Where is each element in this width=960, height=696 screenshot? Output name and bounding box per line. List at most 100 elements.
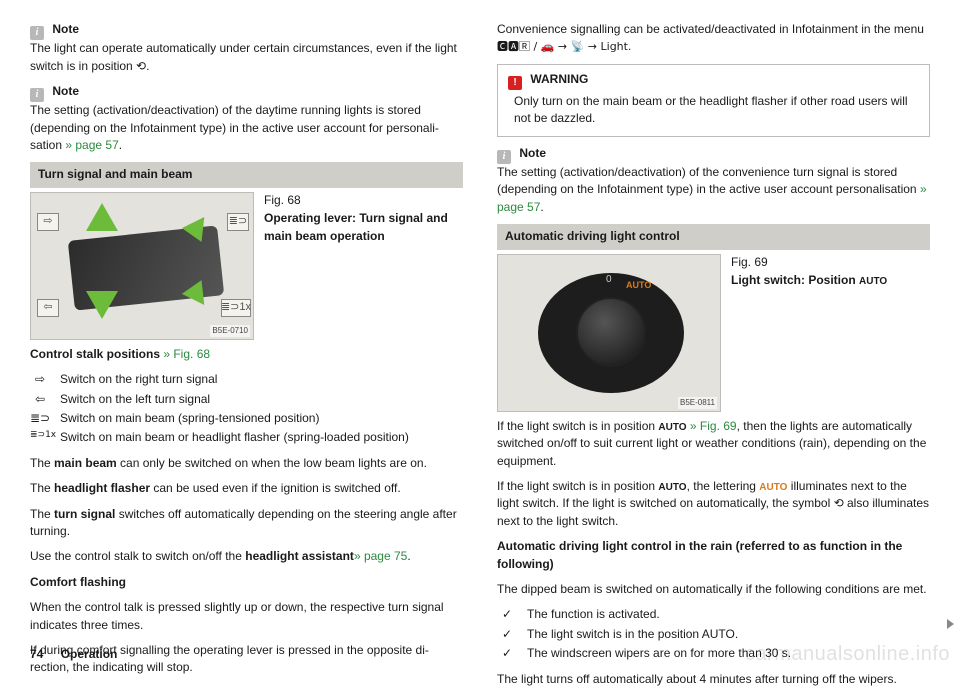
symbol-icon: ≣⊃1x: [30, 429, 50, 442]
text: AUTO: [658, 422, 686, 433]
figure-link[interactable]: » Fig. 68: [163, 347, 210, 361]
list-text: Switch on the left turn signal: [60, 391, 210, 408]
warning-text: Only turn on the main beam or the headli…: [514, 93, 919, 128]
figure-number: Fig. 69: [731, 254, 930, 271]
text: main beam: [54, 456, 117, 470]
paragraph: Use the control stalk to switch on/off t…: [30, 548, 463, 565]
subheading: Automatic driving light control in the r…: [497, 539, 902, 570]
paragraph: The headlight flasher can be used even i…: [30, 480, 463, 497]
list-item: ✓ The function is activated.: [497, 606, 930, 623]
list-text: The function is activated.: [527, 606, 660, 623]
page-footer: 74 Operation: [30, 646, 117, 663]
figure-69-row: AUTO 0 B5E-0811 Fig. 69 Light switch: Po…: [497, 254, 930, 412]
figure-link[interactable]: » Fig. 69: [687, 419, 737, 433]
note-heading: Note: [52, 22, 79, 36]
text: .: [119, 138, 122, 152]
continue-icon: [947, 619, 954, 629]
note-text: The light can operate automatically unde…: [30, 40, 463, 75]
note-block: i Note The setting (activation/deactivat…: [497, 145, 930, 216]
page-number: 74: [30, 647, 43, 661]
paragraph: The dipped beam is switched on automatic…: [497, 581, 930, 598]
figure-number: Fig. 68: [264, 192, 463, 209]
zero-label: 0: [606, 273, 612, 288]
text: If the light switch is in position: [497, 419, 658, 433]
text: The light switch is in the position AUTO…: [527, 627, 738, 641]
figure-code: B5E-0710: [210, 325, 250, 337]
note-text: The setting (activation/deactivation) of…: [497, 164, 930, 216]
paragraph: When the control talk is pressed slightl…: [30, 599, 463, 634]
positions-list: ⇨ Switch on the right turn signal ⇦ Switch…: [30, 371, 463, 447]
info-icon: i: [30, 88, 44, 102]
text: Control stalk positions: [30, 347, 163, 361]
text: .: [540, 200, 543, 214]
menu-path: 🅲🅰🅁 / 🚗 → 📡 → Light: [497, 40, 628, 53]
figure-68-image: ⇨ ⇦ ≣⊃ ≣⊃1x B5E-0710: [30, 192, 254, 340]
paragraph: The turn signal switches off automatical…: [30, 506, 463, 541]
section-name: Operation: [61, 647, 118, 661]
paragraph: If the light switch is in position AUTO,…: [497, 478, 930, 530]
list-item: ≣⊃1x Switch on main beam or headlight fla…: [30, 429, 463, 446]
symbol-icon: ≣⊃: [30, 410, 50, 427]
text: Use the control stalk to switch on/off t…: [30, 549, 245, 563]
check-icon: ✓: [497, 626, 517, 643]
text: The: [30, 507, 54, 521]
text: .: [628, 39, 631, 53]
text: headlight assistant: [245, 549, 354, 563]
note-text: The setting (activation/deactivation) of…: [30, 102, 463, 154]
section-heading-turn-signal: Turn signal and main beam: [30, 162, 463, 187]
warning-box: ! WARNING Only turn on the main beam or …: [497, 64, 930, 137]
text: Convenience signalling can be activated/…: [497, 22, 924, 36]
note-block-1: i Note The light can operate automatical…: [30, 21, 463, 75]
list-text: Switch on the right turn signal: [60, 371, 217, 388]
symbol-left-turn: ⇦: [37, 299, 59, 317]
symbol-icon: ⇨: [30, 371, 50, 388]
text: can only be switched on when the low bea…: [117, 456, 427, 470]
info-icon: i: [30, 26, 44, 40]
symbol-right-turn: ⇨: [37, 213, 59, 231]
subheading: Comfort flashing: [30, 575, 126, 589]
page-link[interactable]: » page 75: [354, 549, 407, 563]
lowbeam-icon: ⟲: [834, 496, 844, 510]
page-link[interactable]: » page 57: [65, 138, 118, 152]
auto-label-icon: AUTO: [626, 279, 651, 292]
paragraph: The main beam can only be switched on wh…: [30, 455, 463, 472]
text: headlight flasher: [54, 481, 150, 495]
list-item: ≣⊃Switch on main beam (spring-tensioned …: [30, 410, 463, 427]
list-item: ⇦ Switch on the left turn signal: [30, 391, 463, 408]
text: .: [407, 549, 410, 563]
note-heading: Note: [519, 146, 546, 160]
figure-69-caption: Fig. 69 Light switch: Position AUTO: [731, 254, 930, 412]
warning-icon: !: [508, 76, 522, 90]
paragraph: Convenience signalling can be activated/…: [497, 21, 930, 56]
note-block-2: i Note The setting (activation/deactivat…: [30, 83, 463, 154]
figure-code: B5E-0811: [678, 397, 717, 409]
text: AUTO: [658, 482, 686, 493]
check-icon: ✓: [497, 606, 517, 623]
section-heading-auto-light: Automatic driving light control: [497, 224, 930, 249]
list-item: ⇨ Switch on the right turn signal: [30, 371, 463, 388]
note-heading: Note: [52, 84, 79, 98]
list-text: The light switch is in the position AUTO…: [527, 626, 738, 643]
paragraph: The light turns off automatically about …: [497, 671, 930, 688]
info-icon: i: [497, 150, 511, 164]
text: The setting (activation/deactivation) of…: [497, 165, 920, 196]
comfort-heading: Comfort flashing: [30, 574, 463, 591]
rain-heading: Automatic driving light control in the r…: [497, 538, 930, 573]
symbol-icon: ⇦: [30, 391, 50, 408]
text: If the light switch is in position: [497, 479, 658, 493]
figure-68-caption: Fig. 68 Operating lever: Turn signal and…: [264, 192, 463, 340]
text: The: [30, 456, 54, 470]
text: turn signal: [54, 507, 115, 521]
warning-heading: WARNING: [530, 72, 588, 86]
watermark: carmanualsonline.info: [745, 640, 950, 669]
list-text: Switch on main beam or headlight flasher…: [60, 429, 409, 446]
symbol-main-beam: ≣⊃: [227, 213, 249, 231]
text: Light switch: Position: [731, 273, 859, 287]
symbol-flasher: ≣⊃1x: [221, 299, 251, 317]
page-columns: i Note The light can operate automatical…: [30, 18, 930, 696]
text: AUTO: [859, 276, 887, 287]
figure-title: Light switch: Position AUTO: [731, 273, 887, 287]
paragraph: If the light switch is in position AUTO …: [497, 418, 930, 470]
positions-heading: Control stalk positions » Fig. 68: [30, 346, 463, 363]
figure-title: Operating lever: Turn signal and main be…: [264, 211, 448, 242]
